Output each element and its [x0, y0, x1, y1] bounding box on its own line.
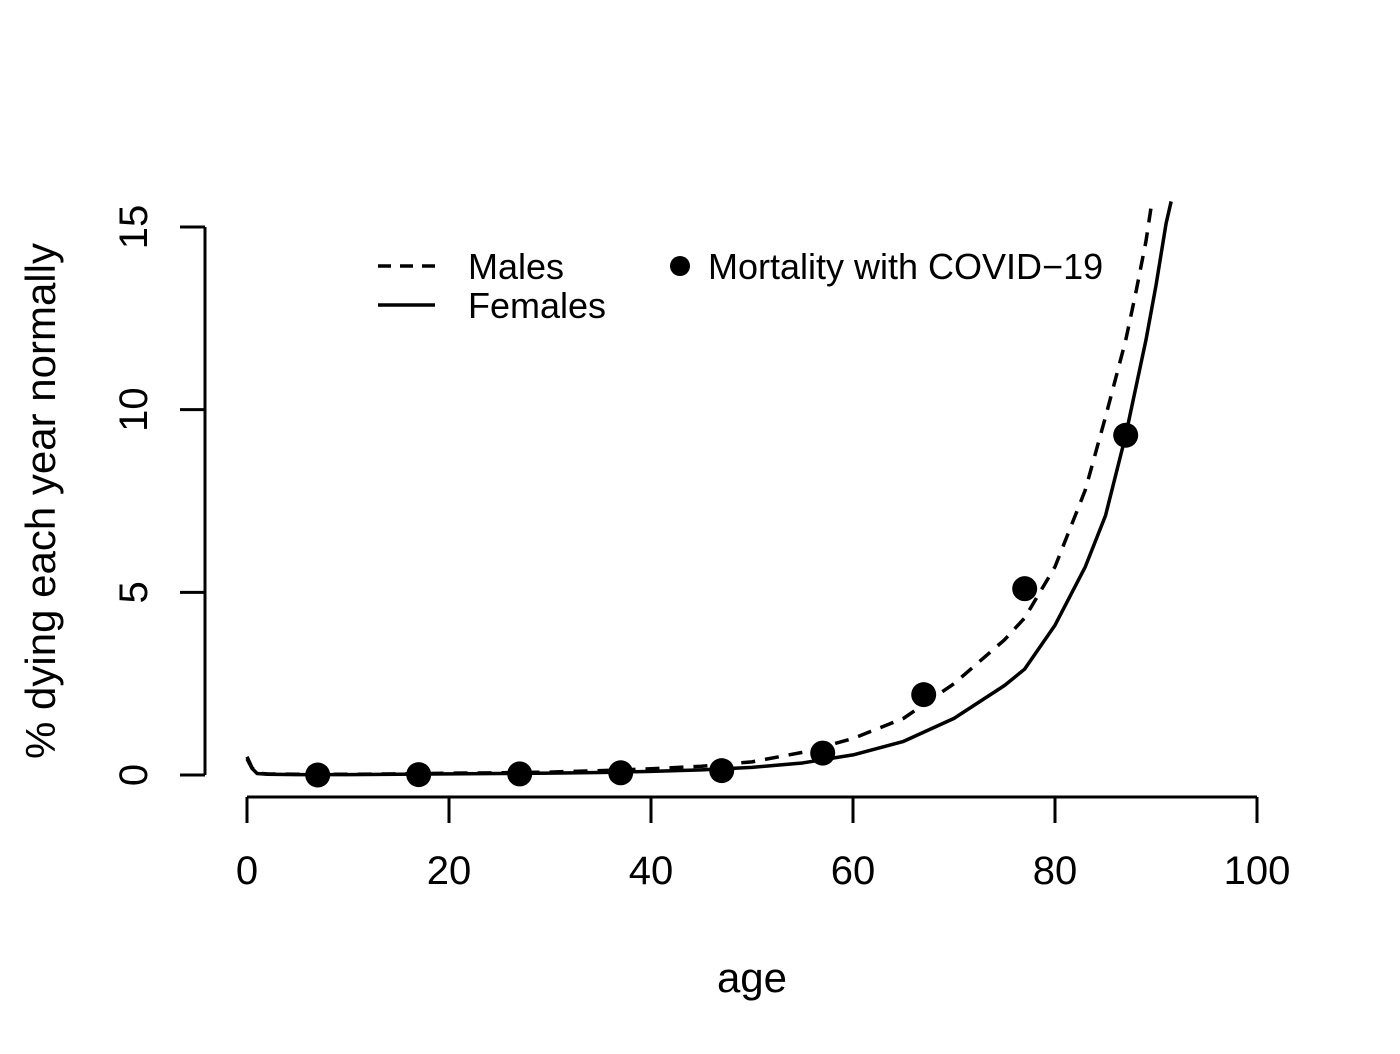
mortality-with-covid-19-point [406, 762, 432, 788]
x-axis-tick-label: 80 [1033, 849, 1078, 893]
legend: Males Females Mortality with COVID−19 [378, 246, 1103, 326]
y-axis-title: % dying each year normally [17, 243, 64, 759]
mortality-with-covid-19-point [305, 762, 331, 788]
x-axis-title: age [717, 954, 787, 1001]
females-curve [245, 201, 1173, 777]
mortality-with-covid-19-point [608, 760, 634, 786]
males-curve [245, 201, 1154, 777]
covid-legend-label: Mortality with COVID−19 [708, 246, 1103, 287]
x-axis-tick-label: 40 [629, 849, 674, 893]
mortality-with-covid-19-point [507, 761, 533, 787]
x-axis-tick-label: 60 [831, 849, 876, 893]
axes: 0 20 40 60 80 100 0 5 10 15 [112, 205, 1290, 893]
mortality-with-covid-19-point [709, 758, 735, 784]
y-axis-tick-label: 10 [112, 387, 156, 432]
covid-legend-marker [670, 256, 690, 276]
x-axis-tick-label: 0 [236, 849, 258, 893]
mortality-with-covid-19-point [810, 740, 836, 766]
x-axis-tick-label: 100 [1224, 849, 1291, 893]
mortality-with-covid-19-point [1012, 576, 1038, 602]
females-legend-label: Females [468, 285, 606, 326]
mortality-with-covid-19-point [911, 682, 937, 708]
mortality-with-covid-19-point [1113, 422, 1139, 448]
curves [245, 201, 1173, 777]
y-axis-tick-label: 15 [112, 205, 156, 250]
y-axis-tick-label: 0 [112, 764, 156, 786]
y-axis-tick-label: 5 [112, 581, 156, 603]
data-points [305, 422, 1139, 788]
x-axis-tick-label: 20 [427, 849, 472, 893]
males-legend-label: Males [468, 246, 564, 287]
